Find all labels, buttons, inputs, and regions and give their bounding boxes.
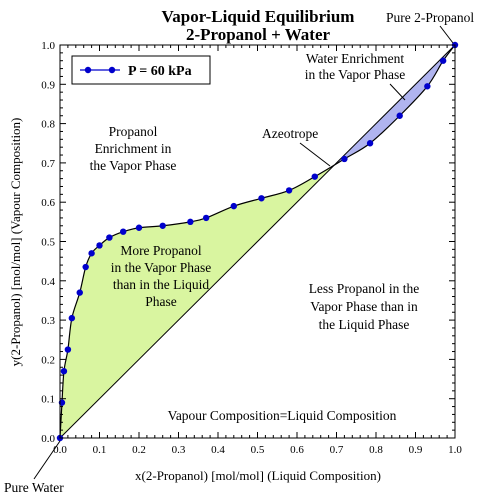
x-tick-label: 0.3 [172, 444, 186, 456]
data-point-23 [439, 57, 447, 64]
data-point-2 [60, 367, 68, 375]
data-point-9 [106, 234, 113, 241]
azeotrope-pointer [299, 142, 331, 167]
legend-label: P = 60 kPa [128, 64, 192, 79]
x-axis-ticks: 0.0 0.1 0.2 0.3 0.4 0.5 0.6 0.7 0.8 0.9 1.0 [53, 45, 462, 456]
data-point-22 [424, 83, 431, 90]
y-tick-label: 1.0 [41, 40, 55, 52]
more-propanol-label-1: More Propanol [120, 243, 202, 258]
data-point-17 [285, 187, 293, 194]
y-axis-label: y(2-Propanol) [mol/mol] (Vapour Composit… [8, 118, 23, 367]
data-point-7 [88, 250, 95, 257]
chart-subtitle: 2-Propanol + Water [186, 25, 331, 44]
data-point-14 [202, 214, 210, 222]
data-point-12 [159, 222, 166, 229]
x-tick-label: 1.0 [448, 444, 462, 456]
less-propanol-label-2: Vapor Phase than in [310, 299, 418, 314]
x-tick-label: 0.1 [93, 444, 107, 456]
data-point-4 [68, 314, 76, 322]
data-point-20 [366, 140, 374, 147]
water-enrichment-label-1: Water Enrichment [306, 51, 404, 66]
y-axis-ticks: 0.0 0.1 0.2 0.3 0.4 0.5 0.6 0.7 0.8 0.9 1.0 [41, 40, 455, 445]
y-tick-label: 0.0 [41, 433, 55, 445]
data-point-16 [258, 195, 265, 202]
y-tick-label: 0.5 [41, 237, 55, 249]
data-point-13 [187, 218, 194, 226]
x-tick-label: 0.8 [369, 444, 383, 456]
data-point-15 [230, 202, 237, 210]
y-tick-label: 0.8 [41, 119, 55, 131]
y-tick-label: 0.4 [41, 276, 55, 288]
data-points [56, 41, 459, 442]
legend-marker [108, 66, 116, 74]
propanol-enrichment-label-2: Enrichment in [95, 141, 172, 156]
data-point-5 [76, 289, 83, 296]
y-tick-label: 0.7 [41, 158, 55, 170]
data-point-8 [96, 242, 103, 249]
more-propanol-label-2: in the Vapor Phase [111, 260, 212, 275]
chart-title: Vapor-Liquid Equilibrium [162, 7, 355, 26]
data-point-18 [311, 173, 318, 180]
less-propanol-label-3: the Liquid Phase [319, 317, 410, 332]
legend: P = 60 kPa [71, 55, 211, 85]
azeotrope-label: Azeotrope [262, 126, 318, 141]
x-tick-label: 0.6 [290, 444, 304, 456]
more-propanol-label-4: Phase [145, 294, 177, 309]
less-propanol-label-1: Less Propanol in the [309, 281, 420, 296]
diagonal-line [59, 44, 456, 439]
data-point-10 [120, 228, 127, 235]
y-tick-label: 0.1 [41, 394, 55, 406]
annotations: Pure 2-Propanol Pure Water Azeotrope Wat… [4, 10, 474, 495]
y-tick-label: 0.9 [41, 79, 55, 91]
propanol-enrichment-label-1: Propanol [109, 124, 158, 139]
water-enrichment-pointer [389, 83, 406, 101]
x-tick-label: 0.5 [251, 444, 265, 456]
y-tick-label: 0.2 [41, 354, 55, 366]
x-axis-label: x(2-Propanol) [mol/mol] (Liquid Composit… [135, 468, 381, 483]
more-propanol-label-3: than in the Liquid [113, 277, 210, 292]
data-point-11 [135, 224, 143, 231]
x-tick-label: 0.9 [409, 444, 423, 456]
x-tick-label: 0.4 [211, 444, 225, 456]
legend-marker [84, 66, 92, 74]
y-tick-label: 0.6 [41, 197, 55, 209]
data-point-21 [396, 112, 403, 119]
y-tick-label: 0.3 [41, 315, 55, 327]
x-tick-label: 0.7 [330, 444, 344, 456]
x-tick-label: 0.2 [132, 444, 146, 456]
pure-water-label: Pure Water [4, 480, 64, 495]
diagonal-label: Vapour Composition=Liquid Composition [168, 408, 397, 423]
pure-propanol-label: Pure 2-Propanol [386, 10, 474, 25]
water-enrichment-label-2: in the Vapor Phase [305, 67, 406, 82]
pure-propanol-pointer [439, 25, 454, 44]
x-tick-label: 0.0 [53, 444, 67, 456]
data-point-19 [341, 155, 348, 163]
data-point-6 [82, 263, 89, 271]
data-point-3 [64, 346, 72, 353]
propanol-enrichment-label-3: the Vapor Phase [90, 158, 177, 173]
pure-water-pointer [33, 440, 61, 480]
